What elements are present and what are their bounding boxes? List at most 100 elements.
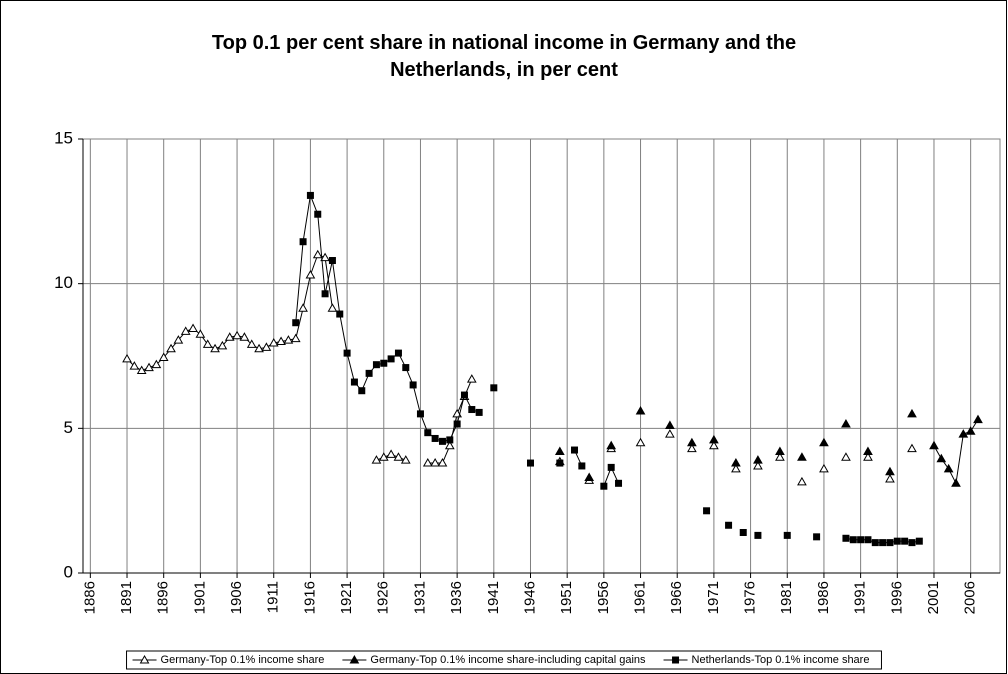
x-tick-label: 1936 [448, 581, 465, 614]
marker [158, 352, 169, 361]
marker [416, 410, 424, 418]
marker [446, 436, 454, 444]
marker [378, 452, 389, 461]
x-tick-label: 1916 [301, 581, 318, 614]
marker [687, 443, 697, 453]
marker [468, 406, 476, 414]
marker [424, 429, 432, 437]
marker [635, 405, 646, 415]
x-tick-label: 1991 [852, 581, 869, 614]
marker [299, 238, 307, 246]
marker [753, 460, 763, 470]
marker [490, 384, 498, 392]
y-tick-label: 5 [64, 418, 73, 437]
marker [151, 359, 162, 369]
marker [841, 452, 851, 461]
marker [402, 364, 410, 372]
marker [372, 361, 380, 369]
marker [635, 437, 646, 447]
marker [246, 339, 257, 348]
marker [365, 369, 373, 377]
x-tick-label: 2001 [925, 581, 942, 614]
marker [725, 521, 733, 529]
marker [188, 323, 198, 333]
marker [687, 437, 697, 447]
y-tick-label: 15 [54, 128, 73, 147]
marker [202, 339, 213, 348]
marker [431, 434, 439, 442]
legend-label: Germany-Top 0.1% income share [161, 654, 325, 666]
marker [908, 539, 916, 547]
x-tick-label: 1921 [338, 581, 355, 614]
marker [864, 536, 872, 544]
x-tick-label: 1981 [778, 581, 795, 614]
marker [122, 353, 132, 363]
marker [965, 426, 976, 435]
marker [813, 533, 821, 541]
x-tick-label: 1971 [705, 581, 722, 614]
x-tick-label: 1926 [375, 581, 392, 614]
marker [343, 349, 351, 357]
marker [901, 537, 909, 545]
x-tick-label: 1891 [118, 581, 135, 614]
marker [349, 654, 360, 664]
marker [797, 476, 807, 486]
marker [437, 458, 448, 467]
marker [929, 440, 939, 450]
chart-title: Top 0.1 per cent share in national incom… [211, 32, 797, 81]
marker [400, 455, 411, 464]
marker [857, 536, 865, 544]
marker [166, 343, 176, 353]
marker [885, 466, 895, 476]
marker [731, 463, 741, 473]
marker [842, 534, 850, 542]
marker [283, 335, 294, 344]
marker [607, 463, 615, 471]
marker [394, 349, 402, 357]
marker [261, 342, 272, 351]
marker [709, 440, 719, 450]
x-tick-label: 1941 [485, 581, 502, 614]
x-tick-label: 1966 [668, 581, 685, 614]
marker [554, 446, 565, 455]
marker [239, 332, 250, 341]
legend-label: Germany-Top 0.1% income share-including … [370, 654, 646, 666]
marker [268, 337, 279, 347]
marker [907, 408, 917, 418]
marker [387, 355, 395, 363]
marker [422, 458, 433, 467]
legend-box [126, 650, 882, 670]
marker [886, 539, 894, 547]
marker [173, 335, 184, 344]
marker [578, 462, 586, 470]
marker [129, 361, 140, 370]
marker [430, 458, 440, 467]
marker [907, 443, 917, 453]
x-tick-label: 1946 [521, 581, 538, 614]
marker [819, 463, 829, 473]
marker [600, 482, 608, 490]
marker [797, 452, 807, 461]
marker [775, 452, 785, 461]
marker [438, 437, 446, 445]
marker [380, 359, 388, 367]
marker [195, 329, 206, 338]
marker [526, 459, 534, 467]
marker [863, 452, 873, 461]
marker [393, 452, 404, 461]
marker [754, 531, 762, 539]
marker [893, 537, 901, 545]
marker [306, 191, 314, 199]
marker [753, 455, 763, 464]
marker [849, 536, 857, 544]
marker [879, 539, 887, 547]
marker [915, 537, 923, 545]
x-tick-label: 2006 [962, 581, 979, 614]
x-tick-label: 1901 [191, 581, 208, 614]
marker [305, 269, 316, 279]
marker [276, 336, 286, 346]
marker [210, 343, 220, 353]
marker [139, 654, 150, 664]
marker [312, 249, 323, 259]
